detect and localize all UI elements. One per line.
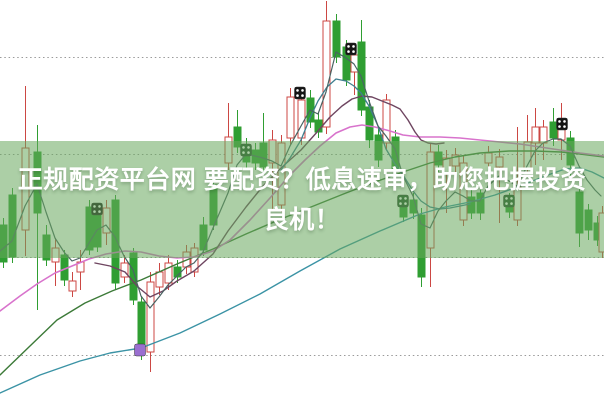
promo-banner-overlay: 正规配资平台网 要配资？低息速审，助您把握投资 良机！ (0, 141, 604, 258)
promo-headline-line2: 良机！ (263, 205, 341, 234)
promo-headline-line1: 正规配资平台网 要配资？低息速审，助您把握投资 (17, 165, 587, 194)
